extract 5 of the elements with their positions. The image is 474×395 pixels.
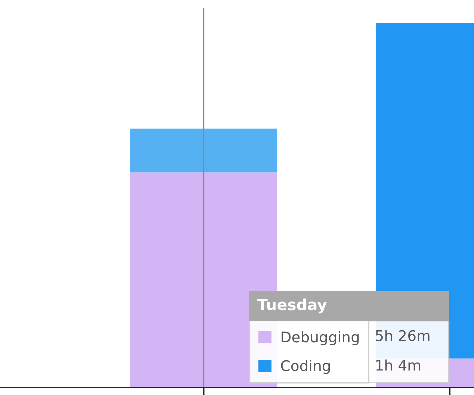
legend-label: Debugging [282,331,359,346]
annotation: 1h 4m [376,360,420,371]
annotation: 5h 26m [376,330,430,342]
legend-title: Tuesday [258,298,328,314]
legend-label: Coding [281,360,330,374]
